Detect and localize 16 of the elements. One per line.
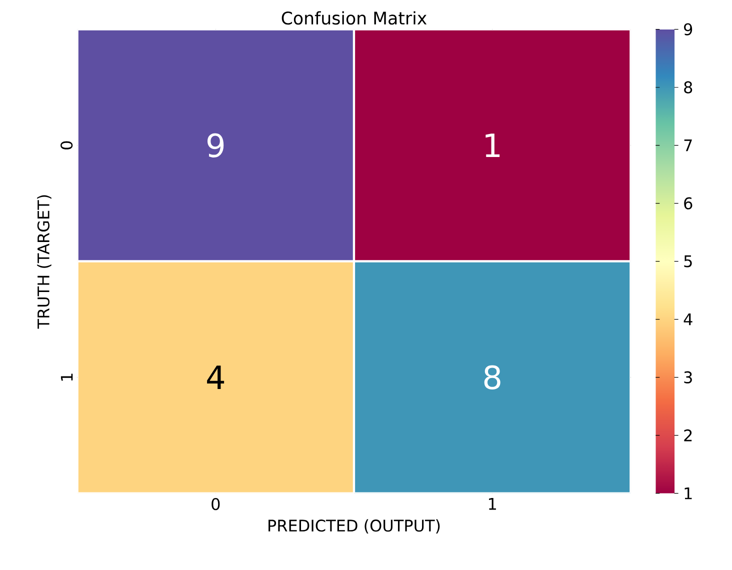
- color-bar-label: 7: [684, 139, 692, 152]
- data-label: 9: [208, 133, 224, 158]
- color-bar-label: 9: [684, 23, 692, 36]
- color-bar-label: 5: [684, 255, 692, 268]
- x-axis-title: PREDICTED (OUTPUT): [268, 519, 440, 534]
- color-bar-label: 2: [684, 429, 692, 442]
- color-bar-label: 6: [684, 197, 692, 210]
- color-bar-label: 4: [684, 313, 692, 326]
- color-bar-label: 3: [684, 371, 692, 384]
- data-label: 1: [486, 134, 500, 157]
- color-bar-label: 8: [684, 81, 692, 94]
- y-axis-title: TRUTH (TARGET): [37, 195, 52, 329]
- color-bar-label: 1: [684, 487, 692, 500]
- data-label: 4: [207, 366, 224, 389]
- chart-title: Confusion Matrix: [282, 11, 427, 25]
- data-label: 8: [484, 365, 500, 390]
